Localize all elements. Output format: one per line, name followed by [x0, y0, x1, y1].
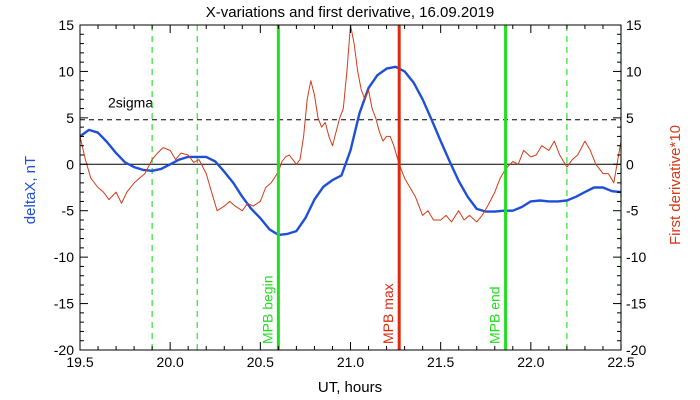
x-tick-label: 20.5: [247, 354, 274, 370]
marker-label-3: MPB end: [487, 286, 503, 344]
y-tick-label-right: -10: [626, 249, 646, 265]
x-tick-label: 20.0: [157, 354, 184, 370]
y-tick-label-left: -10: [54, 249, 74, 265]
y-tick-label-right: -20: [626, 342, 646, 358]
y-tick-label-right: 5: [626, 110, 634, 126]
x-tick-label: 21.0: [337, 354, 364, 370]
y-tick-label-left: 5: [66, 110, 74, 126]
y-tick-label-right: 10: [626, 63, 642, 79]
y-tick-label-right: 0: [626, 156, 634, 172]
y-tick-label-right: -15: [626, 296, 646, 312]
y-axis-label-left: deltaX, nT: [22, 156, 39, 224]
marker-label-1: MPB begin: [259, 276, 275, 344]
x-tick-label: 19.5: [66, 354, 93, 370]
y-tick-label-left: 0: [66, 156, 74, 172]
chart-title: X-variations and first derivative, 16.09…: [206, 4, 495, 21]
plot-frame: [79, 24, 622, 351]
y-axis-label-right: First derivative*10: [667, 125, 684, 245]
series-derivative: [79, 24, 622, 223]
x-axis-label: UT, hours: [318, 379, 382, 396]
series-deltaX: [79, 65, 622, 237]
marker-label-2: MPB max: [380, 283, 396, 344]
y-tick-label-right: -5: [626, 203, 639, 219]
y-tick-label-left: -15: [54, 296, 74, 312]
plot-layer: 2sigma MPB begin MPB max MPB end 19.5 20.0 20.…: [54, 17, 647, 370]
x-tick-label: 22.0: [517, 354, 544, 370]
y-tick-label-left: -20: [54, 342, 74, 358]
threshold-label: 2sigma: [108, 95, 153, 111]
y-tick-label-left: 15: [58, 17, 74, 33]
x-tick-label: 21.5: [427, 354, 454, 370]
y-tick-label-left: -5: [62, 203, 75, 219]
y-tick-label-right: 15: [626, 17, 642, 33]
x-tick-label: 22.5: [607, 354, 634, 370]
y-tick-label-left: 10: [58, 63, 74, 79]
